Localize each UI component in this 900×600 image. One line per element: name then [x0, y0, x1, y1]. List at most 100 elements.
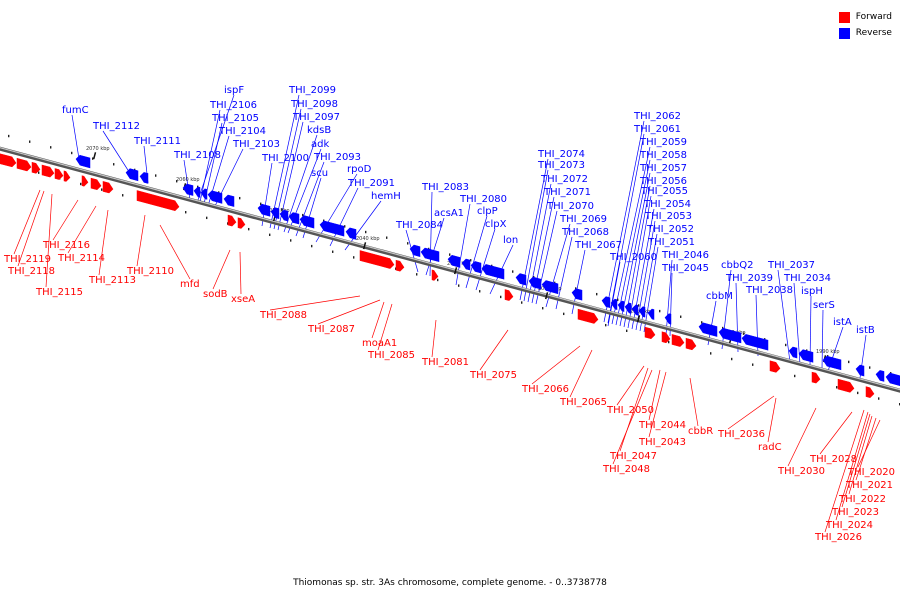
reverse-gene-arrow[interactable]: [571, 288, 583, 301]
reverse-gene-label[interactable]: THI_2068: [561, 227, 609, 238]
reverse-gene-label[interactable]: THI_2037: [767, 260, 815, 271]
reverse-gene-arrow[interactable]: [470, 260, 482, 274]
reverse-gene-label[interactable]: THI_2097: [292, 112, 340, 123]
forward-gene-label[interactable]: THI_2085: [367, 350, 415, 361]
reverse-gene-label[interactable]: THI_2108: [173, 150, 221, 161]
reverse-gene-arrow[interactable]: [631, 304, 639, 316]
reverse-gene-arrow[interactable]: [875, 369, 885, 382]
forward-gene-label[interactable]: THI_2047: [609, 451, 657, 462]
forward-gene-arrow[interactable]: [16, 157, 32, 172]
reverse-gene-label[interactable]: THI_2062: [633, 111, 681, 122]
reverse-gene-label[interactable]: THI_2053: [644, 211, 692, 222]
reverse-gene-label[interactable]: adk: [311, 139, 329, 150]
reverse-gene-arrow[interactable]: [461, 258, 471, 271]
forward-gene-label[interactable]: THI_2021: [845, 480, 893, 491]
forward-gene-label[interactable]: moaA1: [362, 338, 397, 349]
forward-gene-arrow[interactable]: [31, 161, 41, 174]
reverse-gene-arrow[interactable]: [207, 190, 223, 204]
reverse-gene-label[interactable]: THI_2057: [639, 163, 687, 174]
reverse-gene-label[interactable]: THI_2070: [546, 201, 594, 212]
forward-gene-label[interactable]: THI_2118: [7, 266, 55, 277]
reverse-gene-label[interactable]: THI_2039: [725, 273, 773, 284]
forward-gene-arrow[interactable]: [577, 308, 599, 324]
forward-gene-label[interactable]: THI_2030: [777, 466, 825, 477]
forward-gene-label[interactable]: radC: [758, 442, 782, 453]
forward-gene-label[interactable]: THI_2050: [606, 405, 654, 416]
reverse-gene-label[interactable]: serS: [813, 300, 835, 311]
reverse-gene-label[interactable]: THI_2093: [313, 152, 361, 163]
reverse-gene-label[interactable]: THI_2054: [643, 199, 691, 210]
reverse-gene-label[interactable]: istB: [856, 325, 875, 336]
reverse-gene-label[interactable]: THI_2084: [395, 220, 443, 231]
forward-gene-label[interactable]: THI_2115: [35, 287, 83, 298]
forward-gene-label[interactable]: THI_2075: [469, 370, 517, 381]
forward-gene-arrow[interactable]: [431, 269, 439, 282]
reverse-gene-arrow[interactable]: [409, 244, 421, 257]
forward-gene-arrow[interactable]: [359, 250, 395, 270]
reverse-gene-label[interactable]: THI_2098: [290, 99, 338, 110]
forward-gene-arrow[interactable]: [395, 259, 405, 272]
reverse-gene-label[interactable]: kdsB: [307, 125, 331, 136]
forward-gene-label[interactable]: cbbR: [688, 426, 713, 437]
forward-gene-arrow[interactable]: [685, 337, 697, 351]
reverse-gene-arrow[interactable]: [125, 168, 139, 182]
reverse-gene-label[interactable]: THI_2104: [218, 126, 266, 137]
forward-gene-label[interactable]: sodB: [203, 289, 228, 300]
reverse-gene-label[interactable]: THI_2045: [661, 263, 709, 274]
reverse-gene-label[interactable]: THI_2100: [261, 153, 309, 164]
forward-gene-arrow[interactable]: [54, 168, 64, 180]
reverse-gene-arrow[interactable]: [257, 203, 271, 217]
reverse-gene-arrow[interactable]: [638, 306, 646, 318]
forward-gene-arrow[interactable]: [136, 190, 180, 212]
reverse-gene-label[interactable]: THI_2055: [640, 186, 688, 197]
forward-gene-label[interactable]: THI_2088: [259, 310, 307, 321]
forward-gene-arrow[interactable]: [90, 177, 102, 191]
forward-gene-label[interactable]: THI_2023: [831, 507, 879, 518]
forward-gene-arrow[interactable]: [837, 378, 855, 393]
reverse-gene-label[interactable]: hemH: [371, 191, 401, 202]
reverse-gene-label[interactable]: THI_2105: [211, 113, 259, 124]
forward-gene-arrow[interactable]: [671, 334, 685, 347]
forward-gene-arrow[interactable]: [865, 386, 875, 399]
forward-gene-arrow[interactable]: [504, 289, 514, 302]
reverse-gene-label[interactable]: ispF: [224, 85, 244, 96]
reverse-gene-label[interactable]: clpX: [485, 219, 507, 230]
reverse-gene-label[interactable]: THI_2074: [537, 149, 585, 160]
forward-gene-arrow[interactable]: [237, 217, 246, 230]
reverse-gene-label[interactable]: istA: [833, 317, 852, 328]
reverse-gene-label[interactable]: THI_2099: [288, 85, 336, 96]
reverse-gene-arrow[interactable]: [528, 276, 542, 290]
reverse-gene-label[interactable]: THI_2067: [574, 240, 622, 251]
reverse-gene-label[interactable]: fumC: [62, 105, 89, 116]
reverse-gene-label[interactable]: cbbM: [706, 291, 733, 302]
reverse-gene-label[interactable]: lon: [503, 235, 518, 246]
forward-gene-label[interactable]: THI_2028: [809, 454, 857, 465]
reverse-gene-arrow[interactable]: [664, 313, 672, 325]
forward-gene-label[interactable]: THI_2026: [814, 532, 862, 543]
reverse-gene-label[interactable]: clpP: [477, 206, 498, 217]
reverse-gene-label[interactable]: THI_2103: [232, 139, 280, 150]
reverse-gene-label[interactable]: THI_2083: [421, 182, 469, 193]
forward-gene-label[interactable]: mfd: [180, 279, 200, 290]
reverse-gene-label[interactable]: THI_2060: [609, 252, 657, 263]
forward-gene-arrow[interactable]: [811, 371, 821, 384]
forward-gene-arrow[interactable]: [644, 326, 656, 340]
reverse-gene-arrow[interactable]: [822, 355, 842, 371]
reverse-gene-arrow[interactable]: [75, 154, 91, 169]
reverse-gene-label[interactable]: cbbQ2: [721, 260, 753, 271]
reverse-gene-arrow[interactable]: [617, 300, 625, 312]
forward-gene-label[interactable]: THI_2020: [847, 467, 895, 478]
reverse-gene-label[interactable]: THI_2091: [347, 178, 395, 189]
reverse-gene-arrow[interactable]: [541, 279, 559, 295]
forward-gene-label[interactable]: THI_2119: [3, 254, 51, 265]
reverse-gene-label[interactable]: THI_2111: [133, 136, 181, 147]
reverse-gene-arrow[interactable]: [223, 194, 235, 207]
reverse-gene-label[interactable]: THI_2061: [633, 124, 681, 135]
forward-gene-arrow[interactable]: [227, 214, 237, 227]
forward-gene-label[interactable]: THI_2036: [717, 429, 765, 440]
reverse-gene-arrow[interactable]: [610, 298, 618, 310]
forward-gene-label[interactable]: THI_2110: [126, 266, 174, 277]
forward-gene-label[interactable]: THI_2044: [638, 420, 686, 431]
forward-gene-label[interactable]: THI_2116: [42, 240, 90, 251]
reverse-gene-arrow[interactable]: [139, 171, 149, 184]
